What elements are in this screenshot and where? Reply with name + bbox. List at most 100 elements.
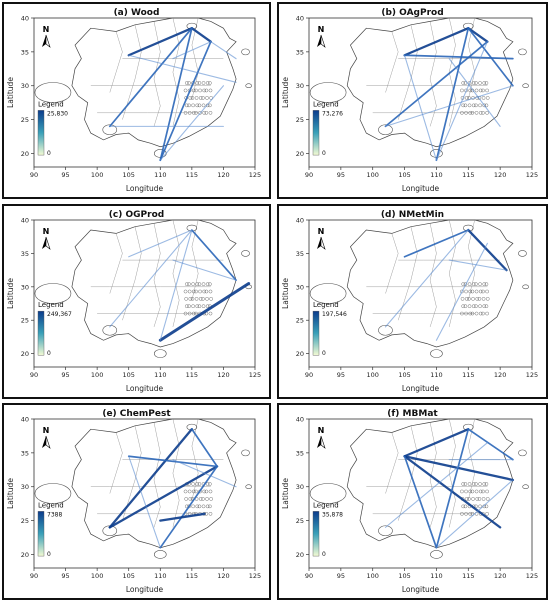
legend-title: Legend [313,501,339,509]
flow-line [190,27,212,43]
county-node [197,482,202,486]
x-tick-label: 120 [217,371,229,379]
y-tick-label: 30 [21,82,29,90]
y-tick-label: 35 [296,449,304,457]
legend-min: 0 [322,551,326,558]
county-node [198,111,202,115]
region-ellipse [309,483,347,504]
flow-line [448,58,501,127]
x-tick-label: 105 [123,171,135,179]
county-node [463,482,468,486]
county-node [204,289,209,294]
chart-svg: (b) OAgProd 90 95 100 105 110 115 120 125 20 25 30 3… [281,8,538,193]
county-cluster [183,282,213,316]
county-node [187,282,191,286]
north-arrow-icon [42,436,46,448]
county-node [197,504,202,509]
legend-max: 73,276 [322,110,343,117]
county-node [485,489,489,494]
county-node [478,111,483,115]
county-node [201,304,206,308]
county-node [183,289,188,294]
county-node [191,489,196,494]
county-node [467,304,472,308]
county-node [484,482,489,486]
county-node [194,311,198,316]
county-node [464,289,468,294]
county-node [205,297,209,301]
county-node [208,512,213,516]
county-node [474,311,479,316]
county-node [461,103,465,108]
north-label: N [318,227,325,236]
legend-title: Legend [38,501,64,509]
county-node [475,297,480,301]
x-tick-label: 90 [30,171,38,179]
panel-wood: (a) Wood 90 95 100 105 110 115 120 125 20 25 30 35 40… [2,2,271,199]
x-axis-label: Longitude [402,384,440,393]
county-cluster [183,81,213,115]
region-ellipse [378,124,393,136]
province-boundary [385,31,399,93]
county-node [478,81,482,85]
flow-line [158,282,251,342]
county-node [478,304,482,308]
x-tick-label: 90 [305,371,313,379]
region-ellipse [518,250,527,257]
x-tick-label: 125 [249,572,261,580]
county-node [188,497,193,501]
flow-line [403,229,470,258]
county-node [201,297,205,301]
province-boundary [109,233,123,294]
y-axis-label: Latitude [281,278,290,309]
panel-title: (c) OGProd [109,210,164,220]
x-tick-label: 115 [186,371,198,379]
county-node [471,304,476,308]
flow-line [128,455,161,549]
county-node [188,297,193,301]
region-outline [346,219,514,348]
county-node [205,96,209,100]
north-arrow-icon [317,237,321,249]
x-axis-label: Longitude [126,184,164,193]
county-node [191,88,196,93]
county-node [188,96,193,100]
county-node [197,103,202,108]
province-boundary [398,425,418,521]
county-node [204,111,209,115]
flow-line [127,455,218,468]
y-axis-label: Latitude [6,77,15,108]
region-ellipse [522,484,529,490]
region-ellipse [378,324,393,336]
y-tick-label: 35 [21,449,29,457]
north-arrow-icon [45,34,51,48]
province-boundary [448,418,456,528]
plot-frame [33,418,256,569]
county-node [208,504,212,509]
county-node [208,482,212,486]
county-node [205,304,210,308]
flow-line [159,465,218,549]
y-tick-label: 25 [296,116,304,124]
county-node [484,81,489,85]
county-node [481,489,485,494]
county-node [471,103,476,108]
plot-frame [308,418,533,569]
county-node [197,304,202,308]
county-node [470,311,475,316]
north-arrow-icon [45,236,51,250]
county-node [205,282,210,286]
y-tick-label: 25 [21,517,29,525]
x-tick-label: 110 [154,572,166,580]
county-node [471,81,476,85]
county-node [183,111,188,115]
county-node [467,297,471,301]
county-node [474,282,478,286]
county-node [471,297,475,301]
chart-svg: (c) OGProd 90 95 100 105 110 115 120 125 20 25 30 35… [6,210,261,393]
county-node [482,81,487,85]
county-node [460,311,464,316]
county-node [187,304,191,308]
county-node [205,504,210,509]
county-node [485,512,489,516]
